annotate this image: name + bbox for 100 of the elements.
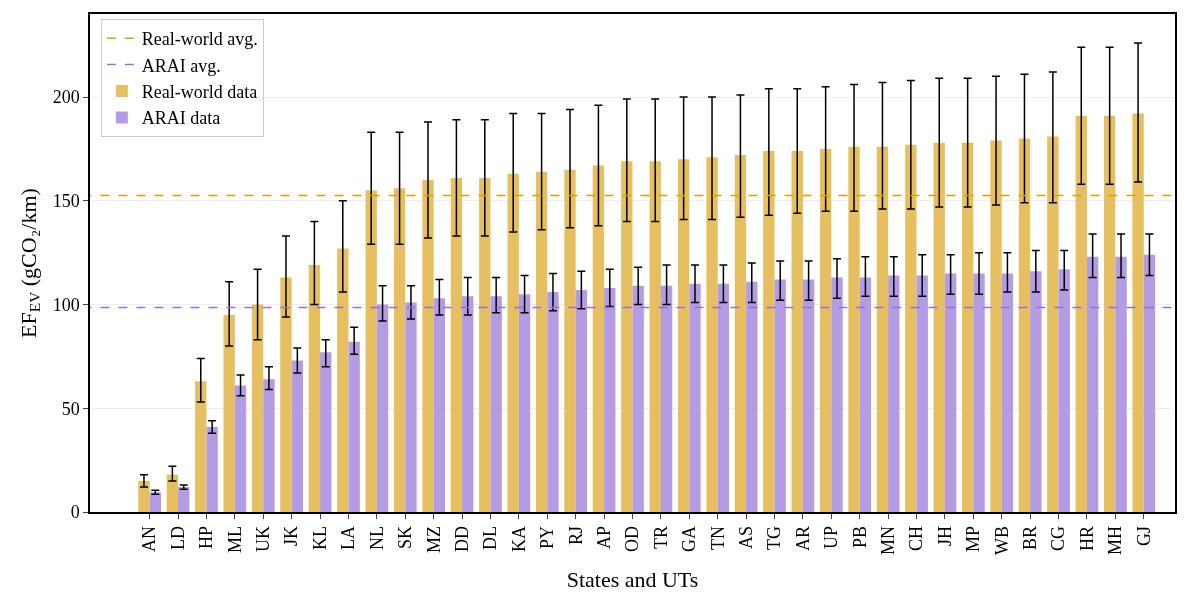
bar — [621, 161, 633, 512]
bar — [575, 289, 588, 512]
y-tick-label: 100 — [52, 294, 80, 315]
bar — [320, 352, 332, 512]
bar — [178, 487, 190, 512]
bar — [564, 169, 576, 512]
x-tick-label: JK — [281, 525, 302, 546]
y-tick-label: 50 — [61, 398, 80, 419]
x-tick-label: OD — [622, 525, 643, 552]
bar — [450, 177, 463, 512]
x-tick-label: MP — [963, 525, 984, 552]
bar — [944, 273, 957, 512]
bar — [251, 304, 264, 512]
bar — [479, 177, 491, 512]
bar — [632, 285, 644, 512]
x-tick-label: DD — [451, 525, 472, 552]
bar — [234, 385, 247, 512]
x-tick-label: TG — [764, 525, 785, 550]
x-tick-label: MH — [1105, 525, 1126, 555]
bar — [308, 265, 321, 512]
bar — [195, 381, 207, 512]
bar — [393, 188, 406, 512]
bar — [1001, 273, 1014, 512]
bar — [876, 146, 889, 512]
bar — [507, 173, 519, 512]
bar — [280, 277, 292, 512]
bar — [223, 314, 235, 512]
y-tick-label: 0 — [70, 502, 80, 523]
bar — [348, 341, 360, 512]
x-tick-label: CH — [906, 525, 927, 551]
x-tick-label: AP — [593, 525, 614, 549]
legend-label: Real-world avg. — [141, 29, 258, 50]
bar — [774, 279, 786, 512]
bar — [859, 277, 872, 512]
x-tick-label: KA — [508, 525, 529, 552]
x-tick-label: CG — [1048, 525, 1069, 551]
bar — [422, 180, 434, 512]
x-tick-label: NL — [366, 525, 387, 550]
bar — [518, 294, 531, 512]
legend-label: ARAI avg. — [141, 55, 221, 76]
x-tick-label: BR — [1019, 525, 1040, 550]
y-tick-label: 150 — [52, 191, 80, 212]
x-tick-label: KL — [309, 525, 330, 550]
bar — [433, 298, 446, 512]
bar — [604, 287, 616, 512]
bar — [1086, 256, 1099, 512]
x-tick-label: GA — [679, 525, 700, 552]
bar — [660, 285, 673, 512]
bar — [291, 360, 304, 512]
x-tick-label: SK — [395, 525, 416, 549]
bar — [990, 140, 1002, 512]
x-tick-label: RJ — [565, 525, 586, 545]
bar — [1103, 115, 1116, 512]
bar — [1030, 271, 1042, 512]
x-tick-label: LA — [338, 525, 359, 550]
x-tick-label: TR — [650, 525, 671, 549]
bar — [961, 142, 974, 512]
x-tick-label: LD — [167, 525, 188, 550]
bar — [1047, 136, 1059, 512]
x-tick-label: AR — [792, 525, 813, 551]
x-tick-label: PB — [849, 525, 870, 548]
x-tick-label: UP — [821, 525, 842, 549]
bar — [973, 273, 985, 512]
bar — [677, 159, 690, 512]
bar — [166, 474, 179, 512]
bar — [802, 279, 815, 512]
bar — [848, 146, 860, 512]
x-tick-label: AN — [139, 525, 160, 552]
legend-label: ARAI data — [141, 108, 221, 129]
bar — [490, 296, 502, 512]
bar — [405, 302, 417, 512]
bar — [138, 480, 150, 512]
x-tick-label: HP — [196, 525, 217, 549]
x-tick-label: HR — [1076, 525, 1097, 551]
x-tick-label: MZ — [423, 525, 444, 553]
bar — [717, 283, 730, 512]
x-tick-label: JH — [934, 525, 955, 546]
bar — [263, 379, 275, 512]
bar — [149, 492, 162, 512]
x-tick-label: TN — [707, 525, 728, 550]
bar — [706, 157, 718, 512]
x-tick-label: MN — [877, 525, 898, 555]
bar — [791, 150, 803, 512]
bar — [1075, 115, 1087, 512]
bar — [734, 155, 747, 512]
bar — [1058, 269, 1070, 512]
x-tick-label: UK — [253, 525, 274, 552]
bar — [1115, 256, 1127, 512]
bar — [337, 248, 349, 512]
bar — [746, 281, 758, 512]
x-tick-label: PY — [537, 525, 558, 549]
bar — [763, 150, 775, 512]
bar — [376, 304, 389, 512]
bar — [819, 148, 832, 512]
x-tick-label: ML — [224, 525, 245, 553]
bar — [888, 275, 900, 512]
bar — [365, 190, 377, 512]
x-axis-title: States and UTs — [566, 567, 699, 592]
bar — [905, 144, 917, 512]
x-tick-label: WB — [991, 525, 1012, 555]
